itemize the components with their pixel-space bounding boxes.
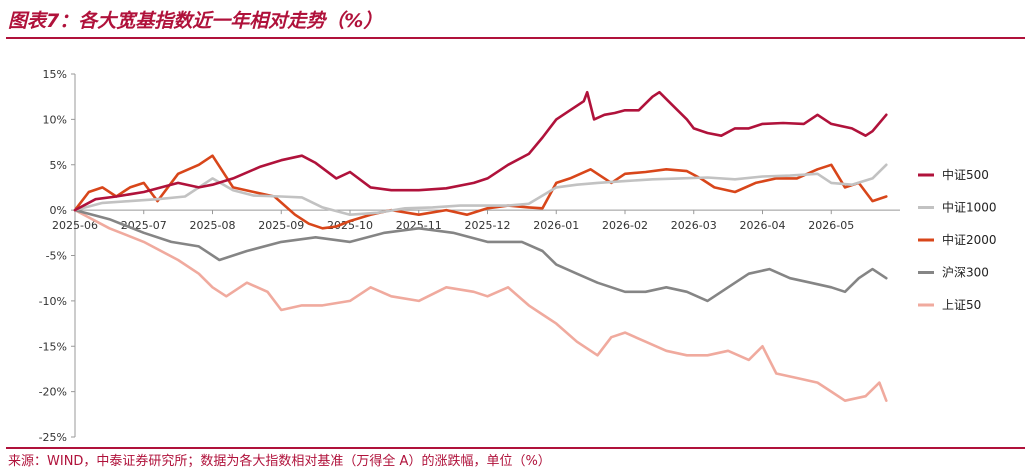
- legend-label: 中证1000: [942, 200, 997, 215]
- legend-label: 上证50: [942, 298, 981, 312]
- x-tick-label: 2026-04: [740, 219, 786, 232]
- y-tick-label: 5%: [50, 159, 67, 172]
- source-rule: [6, 447, 1025, 449]
- series-line-5: [73, 208, 888, 403]
- x-tick-label: 2025-12: [465, 219, 511, 232]
- x-tick-label: 2026-05: [808, 219, 854, 232]
- x-tick-label: 2026-01: [533, 219, 579, 232]
- legend-label: 中证500: [942, 167, 989, 182]
- y-tick-label: -25%: [39, 431, 67, 444]
- x-tick-label: 2025-10: [327, 219, 373, 232]
- series-line-3: [73, 154, 888, 230]
- x-tick-label: 2026-02: [602, 219, 648, 232]
- series-line-2: [73, 163, 888, 216]
- chart-series: [73, 90, 888, 403]
- x-tick-label: 2025-09: [258, 219, 304, 232]
- legend-label: 中证2000: [942, 232, 997, 247]
- series-line-4: [73, 208, 888, 303]
- line-chart: 15% 10% 5% 0% -5% -10% -15% -20% -25% 2025-06 2025…: [39, 68, 997, 444]
- x-tick-label: 2026-03: [671, 219, 717, 232]
- chart-legend: 中证500 中证1000 中证2000 沪深300 上证50: [918, 167, 997, 312]
- chart-axes: 15% 10% 5% 0% -5% -10% -15% -20% -25% 2025-06 2025…: [39, 68, 900, 444]
- y-tick-label: 15%: [43, 68, 67, 81]
- y-tick-label: 0%: [50, 204, 67, 217]
- title-rule: [6, 37, 1025, 39]
- series-line-1: [73, 90, 888, 212]
- y-tick-label: -15%: [39, 340, 67, 353]
- y-tick-label: -5%: [46, 250, 67, 263]
- x-tick-label: 2025-08: [190, 219, 236, 232]
- y-tick-label: 10%: [43, 113, 67, 126]
- legend-label: 沪深300: [942, 266, 989, 280]
- y-tick-label: -20%: [39, 386, 67, 399]
- x-tick-label: 2025-06: [52, 219, 98, 232]
- chart-title: 图表7：各大宽基指数近一年相对走势（%）: [8, 10, 383, 32]
- y-tick-label: -10%: [39, 295, 67, 308]
- source-note: 来源：WIND，中泰证券研究所；数据为各大指数相对基准（万得全 A）的涨跌幅，单…: [8, 454, 551, 469]
